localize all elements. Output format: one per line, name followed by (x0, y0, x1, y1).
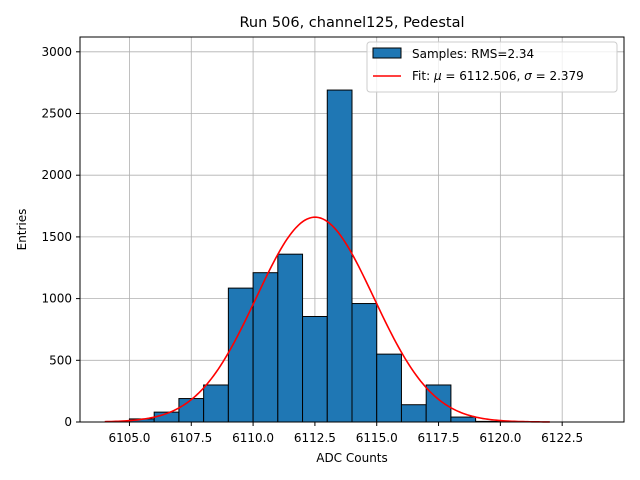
x-axis-label: ADC Counts (316, 451, 388, 465)
x-tick-label: 6115.0 (356, 431, 398, 445)
chart-title: Run 506, channel125, Pedestal (239, 15, 464, 31)
histogram-bar (450, 416, 477, 423)
y-tick-label: 2000 (41, 168, 72, 182)
histogram-bar (302, 315, 328, 423)
x-tick-label: 6112.5 (294, 431, 336, 445)
histogram-bar (326, 89, 353, 423)
legend-samples-label: Samples: RMS=2.34 (412, 47, 534, 61)
y-tick-label: 1000 (41, 292, 72, 306)
plot-frame (79, 36, 625, 423)
legend-box (366, 41, 618, 93)
legend-samples-swatch (372, 47, 402, 59)
y-tick-label: 2500 (41, 107, 72, 121)
y-axis-label: Entries (15, 209, 29, 251)
bars (128, 89, 526, 423)
histogram-bar (203, 384, 229, 423)
x-tick-label: 6120.0 (479, 431, 521, 445)
x-tick-label: 6117.5 (418, 431, 460, 445)
fit-curve (104, 216, 550, 423)
x-tick-label: 6110.0 (232, 431, 274, 445)
histogram-bar (178, 398, 205, 423)
x-tick-label: 6107.5 (170, 431, 212, 445)
histogram-bar (400, 404, 427, 423)
legend-fit-label: Fit: μ = 6112.506, σ = 2.379 (412, 69, 584, 83)
x-tick-label: 6105.0 (108, 431, 150, 445)
y-tick-label: 0 (64, 415, 72, 429)
histogram-bar (227, 287, 254, 423)
histogram-bar (277, 253, 304, 423)
y-tick-label: 500 (49, 353, 72, 367)
y-axis-ticks: 0 500 1000 1500 2000 2500 3000 (41, 45, 80, 429)
legend: Samples: RMS=2.34 Fit: μ = 6112.506, σ =… (366, 41, 618, 93)
histogram-bar (351, 303, 378, 423)
histogram-bar (376, 353, 402, 423)
x-axis-ticks: 6105.0 6107.5 6110.0 6112.5 6115.0 6117.5 6120… (108, 422, 583, 445)
x-tick-label: 6122.5 (541, 431, 583, 445)
y-tick-label: 1500 (41, 230, 72, 244)
y-tick-label: 3000 (41, 45, 72, 59)
